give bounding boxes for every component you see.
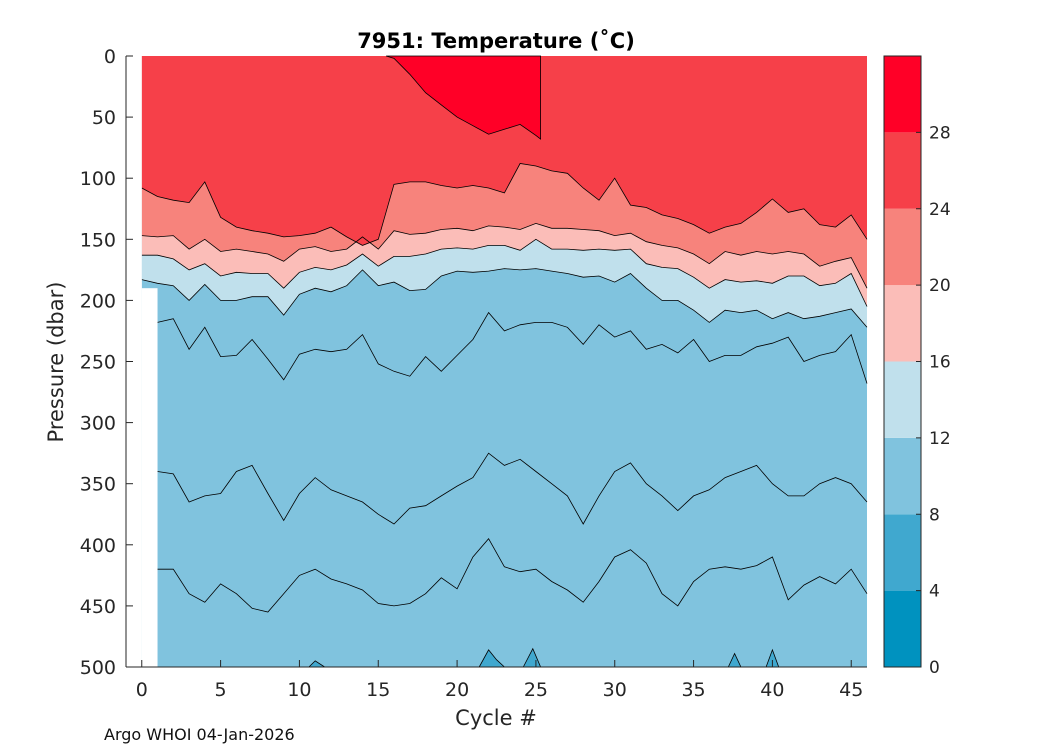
- y-tick-label-100: 100: [80, 168, 116, 190]
- x-tick-label-45: 45: [839, 679, 863, 701]
- colorbar-tick-label-28: 28: [929, 123, 951, 143]
- y-tick-label-300: 300: [80, 413, 116, 435]
- no-data-region: [126, 56, 142, 667]
- colorbar-tick-label-20: 20: [929, 276, 951, 296]
- x-tick-label-10: 10: [287, 679, 311, 701]
- y-tick-label-50: 50: [92, 107, 116, 129]
- contour-fill-above-28: [385, 55, 541, 140]
- y-tick-label-250: 250: [80, 352, 116, 374]
- x-tick-label-15: 15: [366, 679, 390, 701]
- colorbar-tick-label-24: 24: [929, 200, 951, 220]
- contour-fill-above-24: [141, 56, 868, 246]
- y-axis-label: Pressure (dbar): [44, 282, 68, 443]
- y-tick-label-150: 150: [80, 229, 116, 251]
- colorbar-segment-0-4: [884, 590, 921, 667]
- colorbar-segment-12-16: [884, 361, 921, 438]
- y-tick-label-450: 450: [80, 596, 116, 618]
- x-tick-label-30: 30: [603, 679, 627, 701]
- colorbar-segment-28-32: [884, 56, 921, 133]
- colorbar-tick-label-0: 0: [929, 658, 940, 678]
- axes: 0 5 10 15 20 25 30 35 40 450501001502002503003504…: [80, 46, 867, 701]
- contour-line-10: [157, 311, 868, 384]
- colorbar-tick-label-12: 12: [929, 429, 951, 449]
- colorbar-tick-label-8: 8: [929, 505, 940, 525]
- contour-line-6: [157, 538, 868, 613]
- colorbar-segment-4-8: [884, 514, 921, 591]
- contour-line-16: [141, 238, 868, 307]
- contour-line-24: [141, 163, 868, 246]
- colorbar-segment-20-24: [884, 208, 921, 286]
- colorbar-tick-label-16: 16: [929, 353, 951, 373]
- x-tick-label-40: 40: [760, 679, 784, 701]
- x-tick-label-35: 35: [681, 679, 705, 701]
- x-tick-label-20: 20: [445, 679, 469, 701]
- y-tick-label-200: 200: [80, 290, 116, 312]
- footer-credit: Argo WHOI 04-Jan-2026: [104, 725, 295, 744]
- x-tick-label-5: 5: [215, 679, 227, 701]
- contour-line-12: [141, 268, 868, 328]
- y-tick-label-400: 400: [80, 535, 116, 557]
- chart-title: 7951: Temperature (˚C): [357, 29, 635, 53]
- contour-line-8: [157, 452, 868, 525]
- colorbar-segment-16-20: [884, 285, 921, 362]
- colorbar-tick-label-4: 4: [929, 582, 940, 602]
- y-tick-label-350: 350: [80, 474, 116, 496]
- colorbar-segment-24-28: [884, 132, 921, 209]
- plot-area: [126, 55, 868, 668]
- colorbar: 0 4 8 12 16 20 24 28: [883, 55, 951, 678]
- colorbar-segment-8-12: [884, 437, 921, 515]
- contour-line-20: [141, 222, 868, 289]
- x-axis-label: Cycle #: [455, 706, 537, 730]
- x-tick-label-0: 0: [136, 679, 148, 701]
- y-tick-label-0: 0: [104, 46, 116, 68]
- x-tick-label-25: 25: [524, 679, 548, 701]
- y-tick-label-500: 500: [80, 657, 116, 679]
- no-data-region-cycle0: [141, 288, 158, 667]
